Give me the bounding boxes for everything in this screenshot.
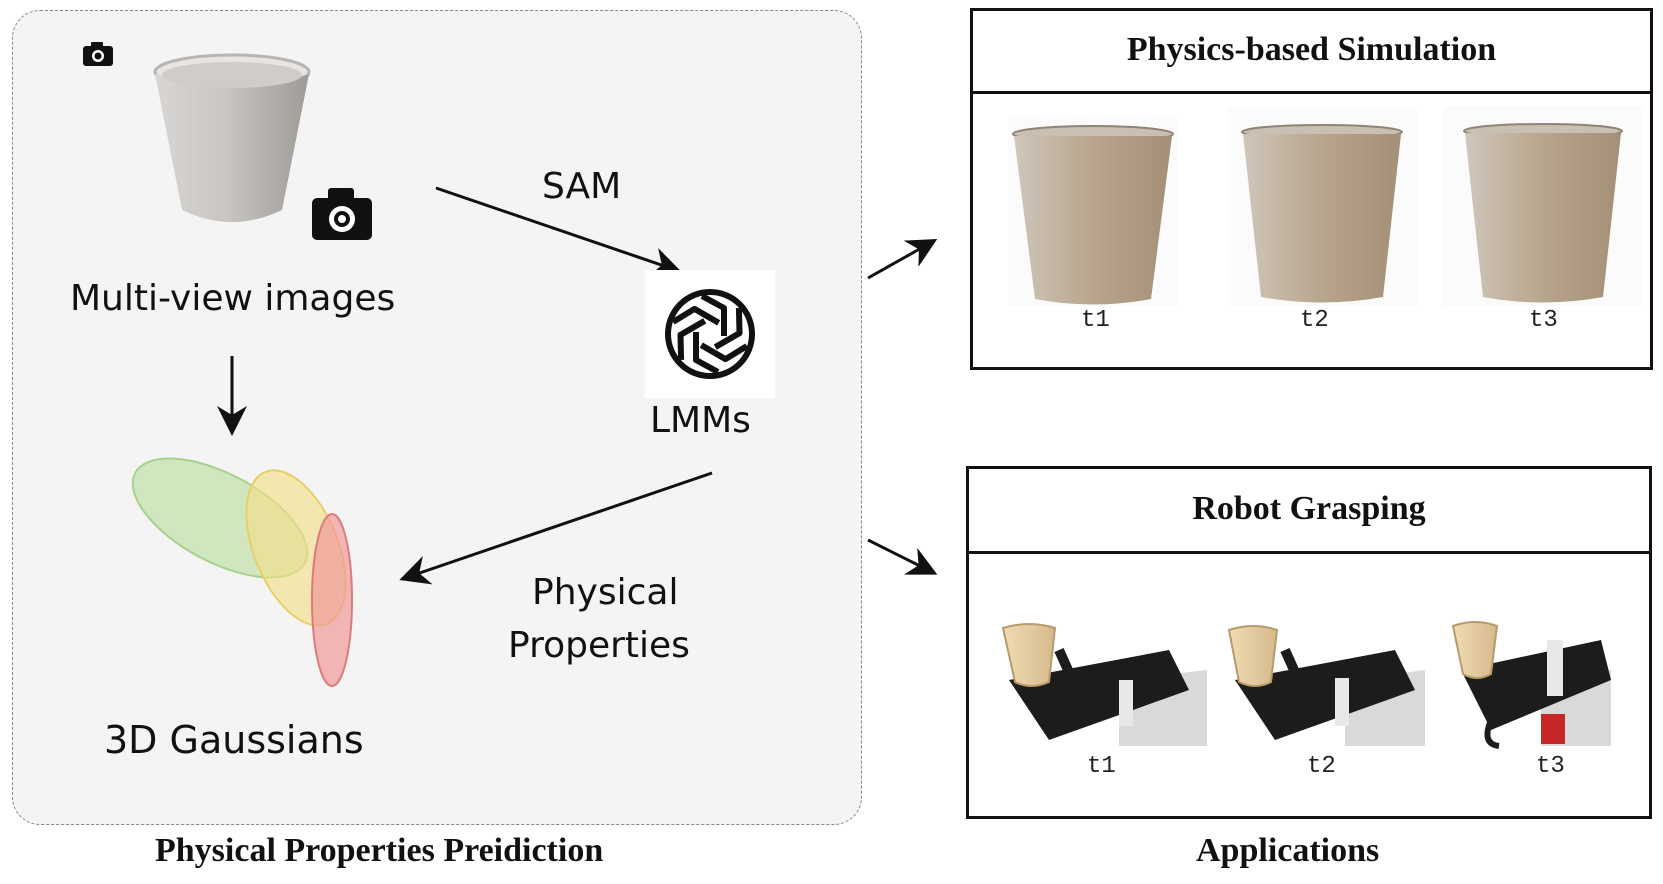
sim-cup-t3 [1443,106,1643,306]
grasp-frame-label-t2: t2 [1307,753,1336,780]
arrow-icon [399,471,713,585]
sam-label: SAM [542,166,622,207]
grasp-frame-label-t1: t1 [1087,753,1116,780]
grasp-frame-t1 [999,620,1207,746]
camera-icon [312,188,372,240]
gaussians-graphic [131,457,353,687]
cup-image [153,53,311,222]
grasping-box: Robot Grasping t1 t2 t3 [966,466,1652,819]
simulation-title: Physics-based Simulation [973,11,1650,94]
simulation-box: Physics-based Simulation t1 t2 t3 [970,8,1653,370]
arrow-icon [867,538,938,575]
left-caption: Physical Properties Preidiction [155,832,604,869]
physical-label-line1: Physical [532,572,679,613]
sim-cup-t1 [1008,116,1178,306]
grasp-frame-t2 [1225,620,1425,746]
gaussians-label: 3D Gaussians [104,718,364,762]
camera-icon [83,42,113,66]
simulation-frames [1008,106,1643,306]
sim-frame-label-t1: t1 [1081,307,1110,334]
right-caption: Applications [1196,832,1380,869]
grasp-frame-t3 [1451,620,1611,749]
physical-label-line2: Properties [508,625,690,666]
grasp-frame-label-t3: t3 [1536,753,1565,780]
sim-cup-t2 [1228,108,1418,306]
arrow-icon [435,186,682,277]
grasping-frames [999,620,1611,749]
sim-frame-label-t2: t2 [1300,307,1329,334]
openai-logo-icon [665,289,755,379]
multiview-label: Multi-view images [70,278,396,319]
physical-properties-panel [12,10,862,825]
lmm-label: LMMs [650,400,751,441]
sim-frame-label-t3: t3 [1529,307,1558,334]
grasping-title: Robot Grasping [969,469,1649,554]
lmm-logo-tile [645,270,775,398]
arrow-icon [867,239,938,280]
